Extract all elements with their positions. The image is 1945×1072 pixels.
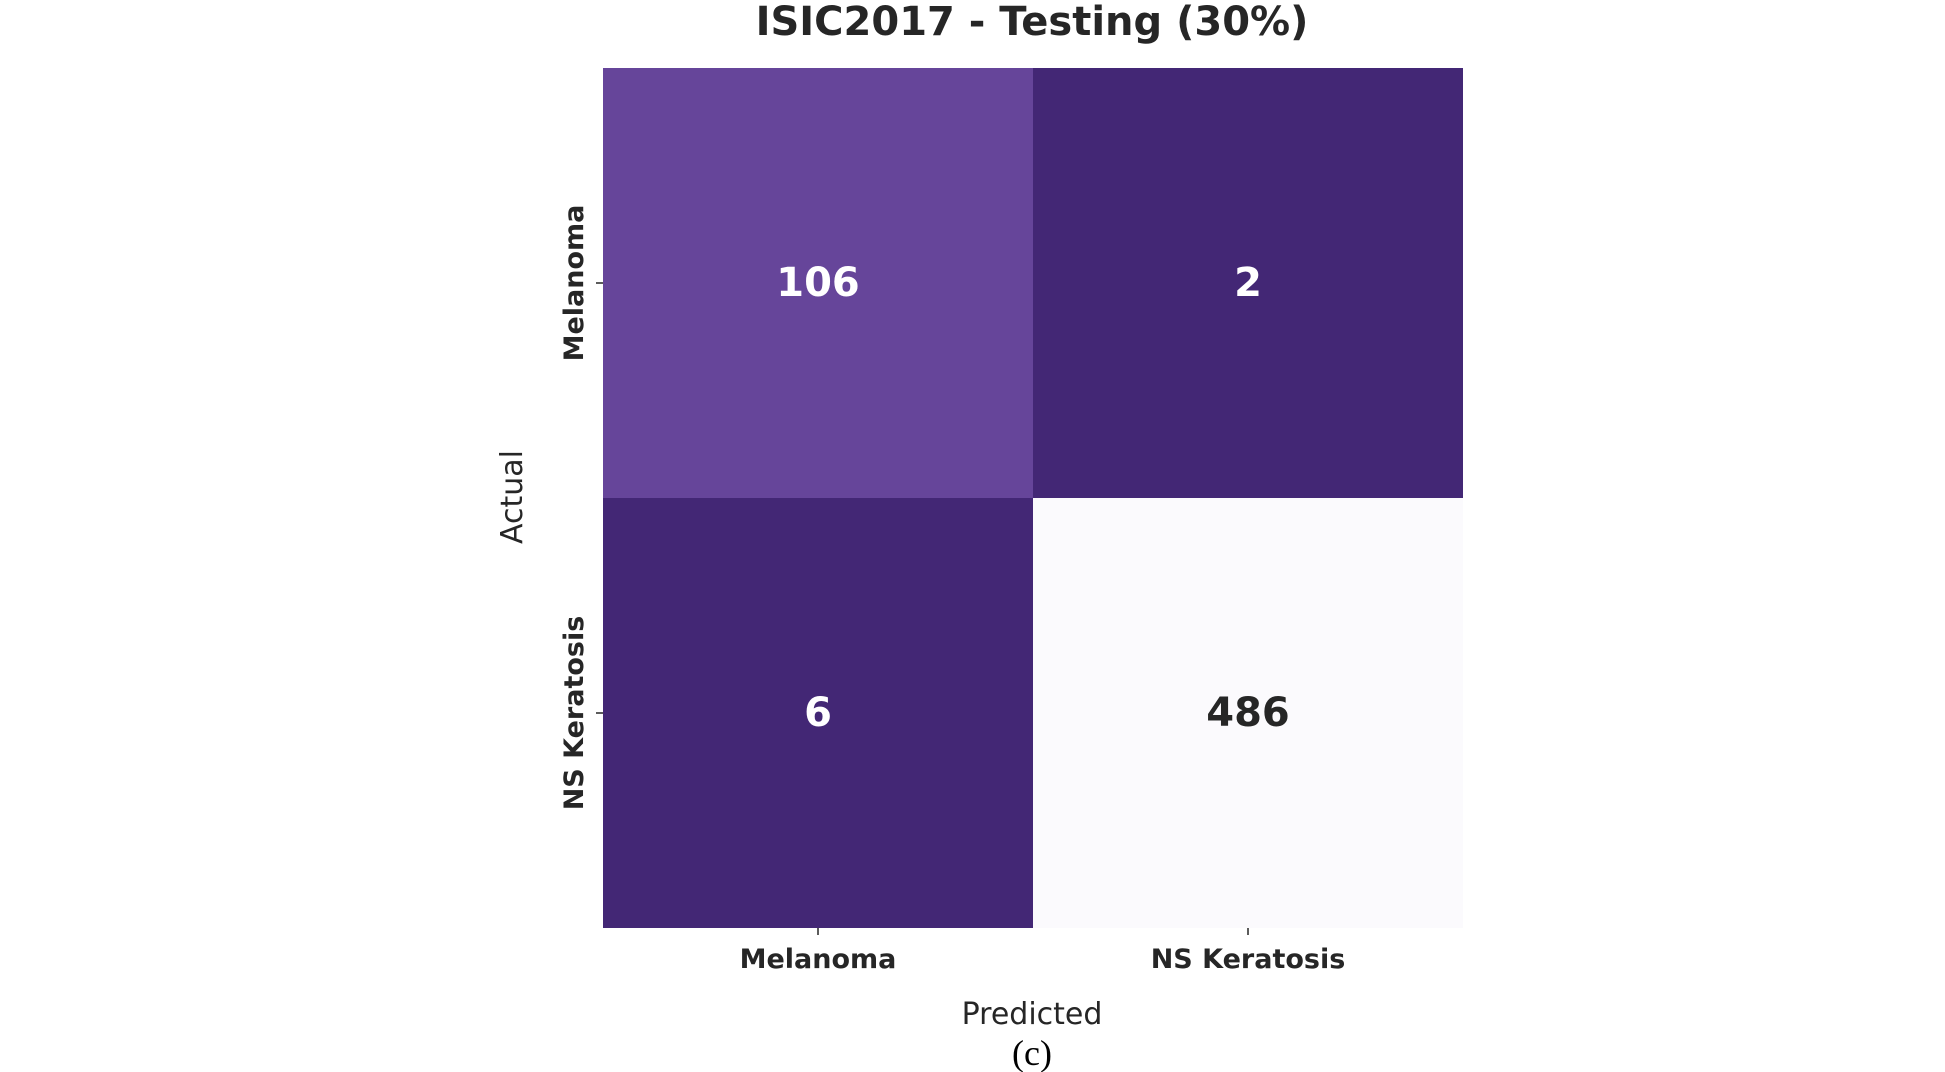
x-tick-label: Melanoma <box>740 944 897 975</box>
x-axis-ticks: Melanoma NS Keratosis <box>740 928 1346 975</box>
heatmap-cell <box>603 68 1033 498</box>
heatmap-cell <box>1033 68 1463 498</box>
cell-value-label: 6 <box>804 690 832 736</box>
cell-value-label: 486 <box>1206 690 1290 736</box>
y-axis-ticks: Melanoma NS Keratosis <box>559 205 603 811</box>
figure-caption: (c) <box>1012 1033 1052 1072</box>
x-axis-label: Predicted <box>962 997 1103 1032</box>
y-axis-label: Actual <box>495 450 530 544</box>
heatmap-cells <box>603 68 1463 928</box>
y-tick-label: Melanoma <box>559 205 590 362</box>
cell-value-label: 106 <box>776 260 860 306</box>
chart-title: ISIC2017 - Testing (30%) <box>756 0 1309 45</box>
y-tick-label: NS Keratosis <box>559 616 590 811</box>
cell-annotations: 106 2 6 486 <box>776 260 1290 736</box>
x-tick-label: NS Keratosis <box>1151 944 1346 975</box>
cell-value-label: 2 <box>1234 260 1262 306</box>
heatmap-cell <box>1033 498 1463 928</box>
heatmap-cell <box>603 498 1033 928</box>
